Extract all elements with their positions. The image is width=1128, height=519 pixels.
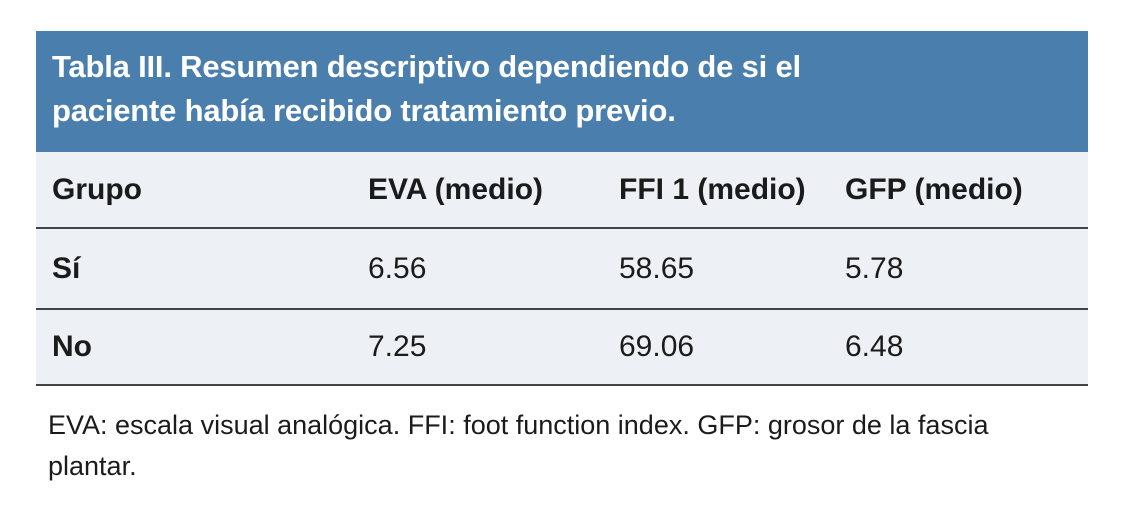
column-header-ffi1: FFI 1 (medio) bbox=[619, 172, 806, 206]
table-cell-eva: 7.25 bbox=[368, 330, 427, 363]
table-row: No 7.25 69.06 6.48 bbox=[36, 310, 1088, 386]
table-title: Tabla III. Resumen descriptivo dependien… bbox=[52, 49, 801, 128]
table-header-row: Grupo EVA (medio) FFI 1 (medio) GFP (med… bbox=[36, 152, 1088, 229]
column-header-eva: EVA (medio) bbox=[368, 172, 544, 206]
table-cell-ffi1: 69.06 bbox=[619, 330, 695, 363]
table-footnote: EVA: escala visual analógica. FFI: foot … bbox=[48, 410, 989, 481]
table-figure: Tabla III. Resumen descriptivo dependien… bbox=[36, 31, 1088, 487]
column-header-gfp: GFP (medio) bbox=[845, 172, 1023, 206]
table-cell-eva: 6.56 bbox=[368, 251, 427, 285]
table-row: Sí 6.56 58.65 5.78 bbox=[36, 229, 1088, 310]
row-label: Sí bbox=[52, 251, 81, 285]
table-cell-gfp: 6.48 bbox=[845, 330, 904, 363]
table-cell-gfp: 5.78 bbox=[845, 251, 904, 285]
table-title-bar: Tabla III. Resumen descriptivo dependien… bbox=[36, 31, 1088, 152]
table-cell-ffi1: 58.65 bbox=[619, 251, 695, 285]
row-label: No bbox=[52, 330, 92, 363]
data-table: Grupo EVA (medio) FFI 1 (medio) GFP (med… bbox=[36, 152, 1088, 386]
column-header-grupo: Grupo bbox=[52, 172, 142, 206]
